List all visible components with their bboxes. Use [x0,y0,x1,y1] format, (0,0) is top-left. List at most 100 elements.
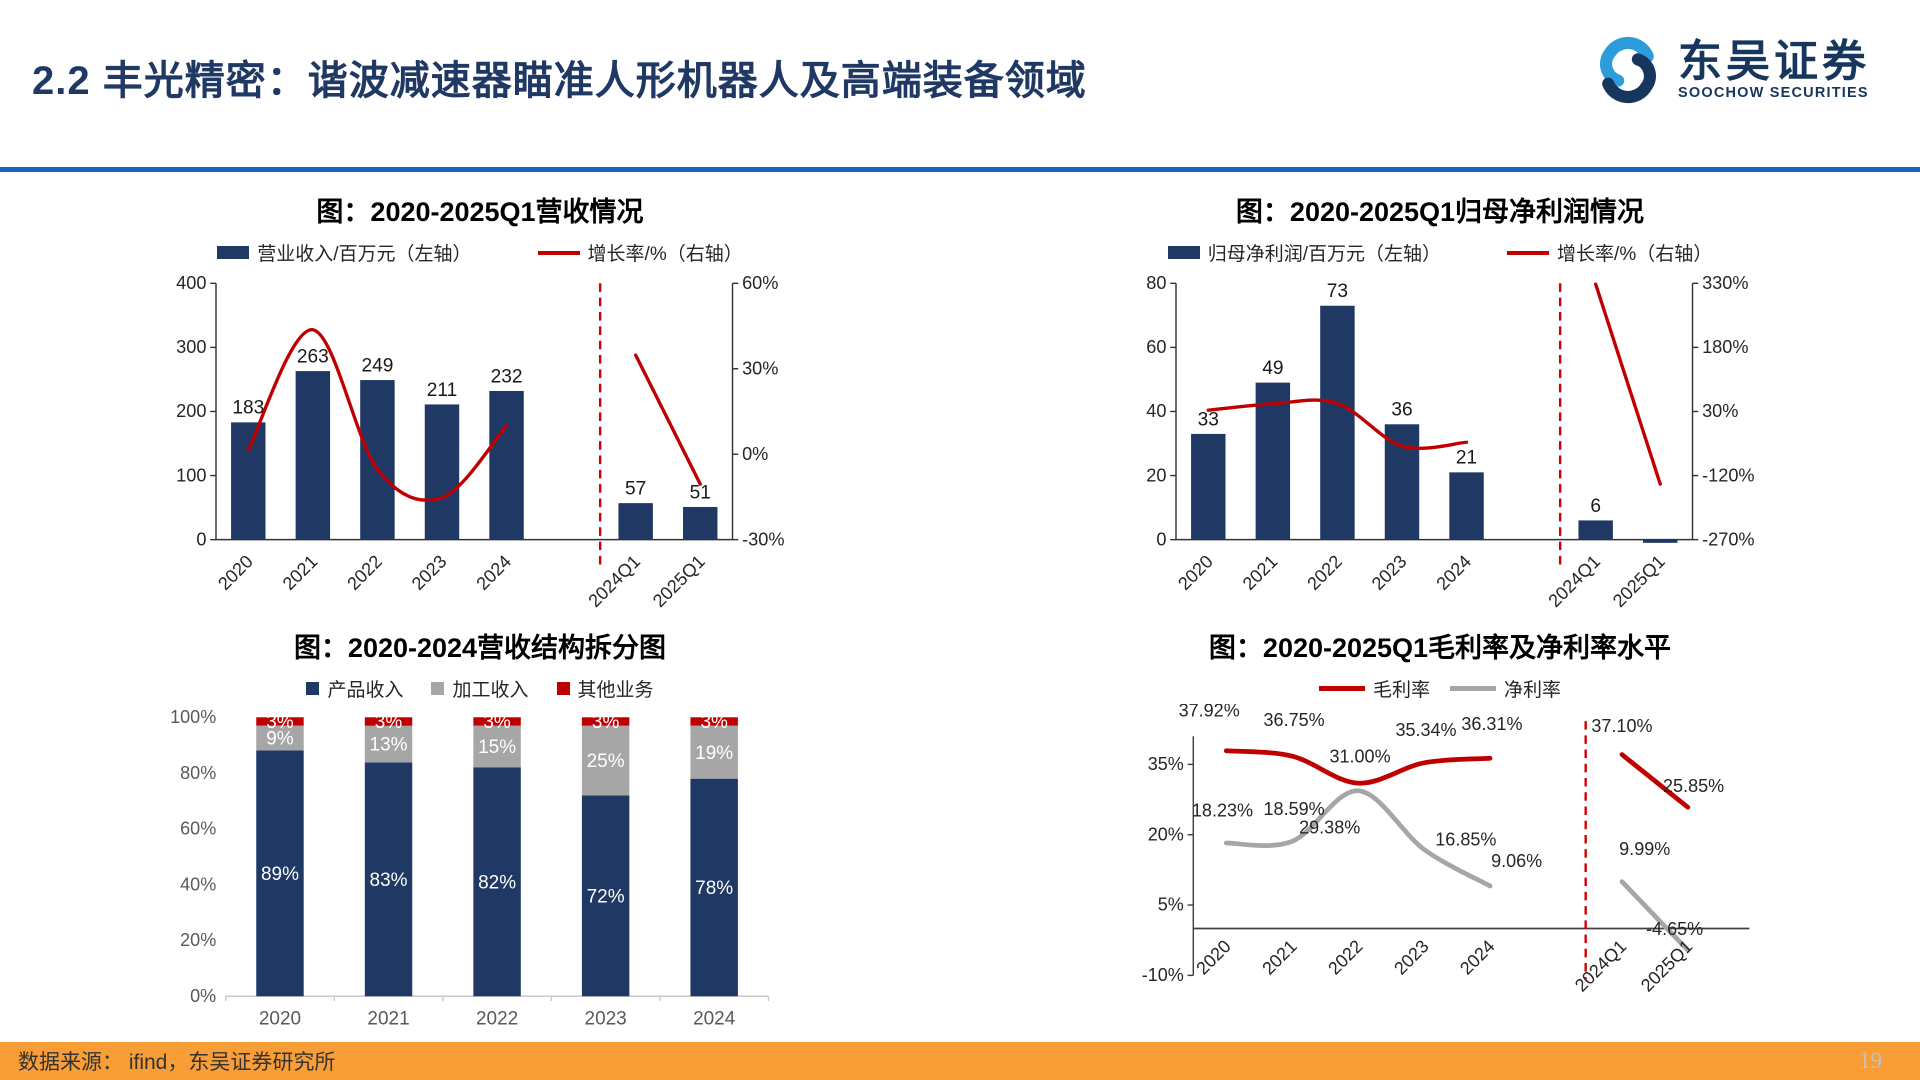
svg-text:13%: 13% [370,735,408,756]
margin-chart: 图：2020-2025Q1毛利率及净利率水平 毛利率 净利率 -10% 5% 20% 3… [960,620,1920,1038]
svg-text:-270%: -270% [1702,529,1754,549]
page-number: 19 [1859,1048,1882,1073]
svg-text:37.10%: 37.10% [1591,716,1652,736]
svg-text:21: 21 [1456,448,1477,469]
revenue-structure-chart-title: 图：2020-2024营收结构拆分图 [293,633,667,663]
revenue-chart-plot: 0 100 200 300 400 60% 30% 0% -30% 183 263 249 211 232… [176,273,784,611]
point-labels: 37.92% 36.75%31.00%35.34% 36.31% 37.10% 25.8… [1179,704,1725,796]
svg-text:3%: 3% [592,712,620,733]
svg-text:2025Q1: 2025Q1 [1609,551,1669,611]
svg-text:2021: 2021 [279,551,322,594]
svg-text:2020: 2020 [214,551,257,594]
legend-label: 净利率 [1504,680,1562,701]
net-profit-chart-plot: 0 20 40 60 80 330% 180% 30% -120% -270% 33 49 73 36 21… [1146,273,1754,611]
legend-label: 增长率/%（右轴） [1557,244,1713,265]
svg-text:2023: 2023 [1368,551,1411,594]
legend-item: 增长率/%（右轴） [1507,239,1712,266]
revenue-structure-chart: 图：2020-2024营收结构拆分图 产品收入 加工收入 其他业务 0% 20% 40%… [0,620,960,1038]
svg-text:183: 183 [232,398,264,419]
legend-swatch [1167,246,1200,259]
legend-item: 营业收入/百万元（左轴） [217,239,472,266]
svg-text:2020: 2020 [259,1009,301,1030]
revenue-chart: 图：2020-2025Q1营收情况 营业收入/百万元（左轴） 增长率/%（右轴） … [0,172,960,620]
growth-line [246,328,509,503]
svg-text:40%: 40% [180,874,216,894]
page-title: 2.2 丰光精密：谐波减速器瞄准人形机器人及高端装备领域 [32,59,1087,103]
svg-text:2024Q1: 2024Q1 [1571,936,1630,995]
bars: 33 49 73 36 21 6 [1191,281,1678,543]
legend-swatch [1318,686,1365,691]
legend-item: 归母净利润/百万元（左轴） [1167,239,1442,266]
svg-text:49: 49 [1262,358,1283,379]
svg-text:180%: 180% [1702,337,1748,357]
svg-text:-120%: -120% [1702,465,1754,485]
axes: 0 20 40 60 80 330% 180% 30% -120% -270% [1146,273,1754,549]
svg-text:73: 73 [1327,281,1348,302]
svg-text:263: 263 [297,346,329,367]
svg-text:80%: 80% [180,763,216,783]
svg-text:9%: 9% [266,729,294,750]
legend-label: 归母净利润/百万元（左轴） [1207,244,1442,265]
legend-label: 产品收入 [327,680,404,701]
svg-text:9.99%: 9.99% [1619,839,1670,859]
svg-text:9.06%: 9.06% [1491,851,1542,871]
svg-text:18.23%: 18.23% [1192,800,1253,820]
svg-text:36.75%: 36.75% [1264,710,1325,730]
svg-text:2022: 2022 [476,1009,518,1030]
svg-text:2024: 2024 [472,551,515,594]
svg-text:2024: 2024 [1456,936,1498,978]
stacked-bars: 89%9%3%202083%13%3%202182%15%3%202272%25… [256,712,738,1030]
margin-chart-legend: 毛利率 净利率 [1318,675,1562,702]
axes: -10% 5% 20% 35% [1142,736,1750,985]
logo-cn: 东吴证券 [1678,36,1870,86]
svg-text:2023: 2023 [585,1009,627,1030]
svg-text:15%: 15% [478,737,516,758]
svg-text:2024: 2024 [1432,551,1475,594]
svg-text:2021: 2021 [1239,551,1282,594]
revenue-chart-legend: 营业收入/百万元（左轴） 增长率/%（右轴） [217,239,743,266]
net-profit-chart-title: 图：2020-2025Q1归母净利润情况 [1235,197,1645,227]
svg-text:72%: 72% [587,886,625,907]
svg-text:33: 33 [1198,409,1219,430]
svg-text:2022: 2022 [1303,551,1346,594]
svg-text:2024Q1: 2024Q1 [1544,551,1604,611]
legend-label: 加工收入 [452,680,529,701]
svg-text:36: 36 [1391,400,1412,421]
soochow-logo-icon [1600,36,1656,104]
svg-text:2022: 2022 [1324,936,1366,978]
margin-chart-title: 图：2020-2025Q1毛利率及净利率水平 [1208,633,1672,663]
svg-text:6: 6 [1590,496,1601,517]
legend-label: 增长率/%（右轴） [587,244,743,265]
svg-text:200: 200 [176,401,206,421]
svg-text:2024: 2024 [693,1009,735,1030]
legend-swatch [537,250,580,255]
chart-grid: 图：2020-2025Q1营收情况 营业收入/百万元（左轴） 增长率/%（右轴） … [0,172,1920,1038]
svg-text:36.31%: 36.31% [1461,714,1522,734]
revenue-structure-chart-plot: 0%20%40%60%80%100%89%9%3%202083%13%3%202… [170,707,770,1030]
logo: 东吴证券 SOOCHOW SECURITIES [1590,32,1870,108]
svg-text:51: 51 [690,482,711,503]
legend-label: 毛利率 [1372,680,1430,701]
svg-text:20: 20 [1146,465,1166,485]
legend-label: 其他业务 [577,680,654,701]
svg-text:249: 249 [361,355,393,376]
legend-swatch [431,682,445,695]
margin-chart-plot: -10% 5% 20% 35% 37.92% 36.75%31.00%35.34% 36.3… [1142,704,1750,996]
logo-en: SOOCHOW SECURITIES [1678,85,1869,102]
x-labels: 2020 2021 2022 2023 2024 2024Q1 2025Q1 [1174,551,1669,611]
svg-text:19%: 19% [695,743,733,764]
svg-text:2025Q1: 2025Q1 [649,551,709,611]
svg-text:100%: 100% [170,707,216,727]
svg-text:2021: 2021 [367,1009,409,1030]
svg-text:3%: 3% [375,712,403,733]
svg-text:35%: 35% [1148,754,1184,774]
series-line [1223,788,1493,889]
legend-swatch [1450,686,1496,691]
svg-text:89%: 89% [261,864,299,885]
net-profit-chart-legend: 归母净利润/百万元（左轴） 增长率/%（右轴） [1167,239,1712,266]
legend-label: 营业收入/百万元（左轴） [257,244,472,265]
series-line-q [1619,752,1691,810]
header: 2.2 丰光精密：谐波减速器瞄准人形机器人及高端装备领域 东吴证券 SOOCHO… [0,0,1920,167]
svg-text:40: 40 [1146,401,1166,421]
